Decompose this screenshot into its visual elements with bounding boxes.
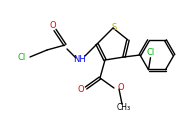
Text: O: O [50,20,56,30]
Text: S: S [111,23,117,31]
Text: O: O [78,86,84,95]
Text: CH₃: CH₃ [117,103,131,113]
Text: O: O [118,83,125,91]
Text: NH: NH [74,54,86,64]
Text: Cl: Cl [18,53,26,61]
Text: Cl: Cl [146,48,155,57]
